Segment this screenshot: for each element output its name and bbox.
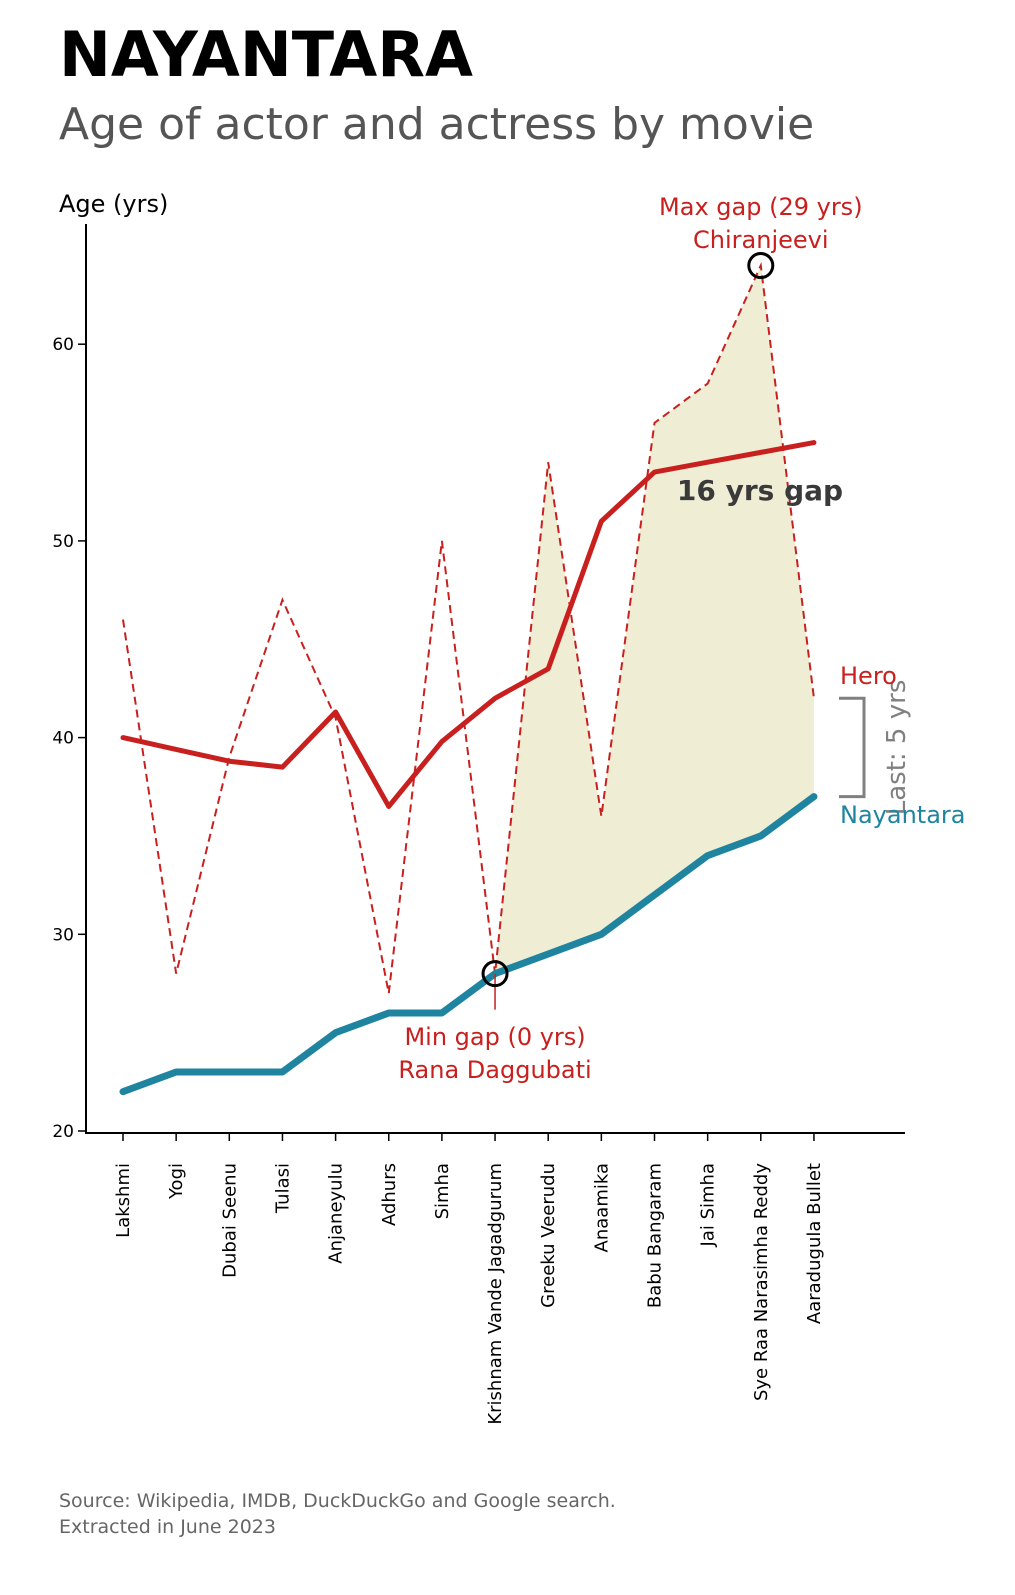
x-tick-label: Sye Raa Narasimha Reddy <box>751 1163 772 1401</box>
min-gap-actor: Rana Daggubati <box>398 1056 591 1084</box>
max-gap-actor: Chiranjeevi <box>693 226 829 254</box>
source-line-1: Source: Wikipedia, IMDB, DuckDuckGo and … <box>59 1490 616 1512</box>
max-gap-marker <box>747 252 775 280</box>
last-gap-label: Last: 5 yrs <box>882 680 912 816</box>
source-note: Source: Wikipedia, IMDB, DuckDuckGo and … <box>59 1488 616 1540</box>
hero-trend-line <box>120 440 817 809</box>
max-gap-label: Max gap (29 yrs) <box>659 193 863 221</box>
avg-gap-label: 16 yrs gap <box>677 474 843 507</box>
x-tick-label: Anaamika <box>591 1163 612 1252</box>
x-tick-label: Krishnam Vande Jagadgurum <box>485 1163 506 1425</box>
y-axis-label: Age (yrs) <box>59 190 168 218</box>
x-tick-label: Dubai Seenu <box>219 1163 240 1278</box>
y-tick-label: 40 <box>52 729 74 749</box>
x-tick-label: Lakshmi <box>113 1163 134 1238</box>
x-tick-label: Aaradugula Bullet <box>804 1163 825 1324</box>
nayantara-age-line <box>119 793 818 1096</box>
x-tick-label: Jai Simha <box>698 1163 719 1247</box>
x-tick-label: Tulasi <box>272 1163 293 1214</box>
source-line-2: Extracted in June 2023 <box>59 1516 276 1538</box>
x-tick-label: Simha <box>432 1163 453 1219</box>
y-tick-label: 50 <box>52 532 74 552</box>
hero-series-label: Hero <box>840 662 897 690</box>
y-tick-label: 20 <box>52 1122 74 1142</box>
min-gap-marker <box>481 960 509 988</box>
nayantara-series-label: Nayantara <box>840 801 965 829</box>
x-tick-label: Yogi <box>166 1163 187 1200</box>
x-tick-label: Babu Bangaram <box>645 1163 666 1308</box>
chart-title: NAYANTARA <box>59 18 473 91</box>
y-tick-label: 30 <box>52 925 74 945</box>
last-gap-bracket <box>839 696 866 799</box>
gap-area <box>495 265 814 974</box>
x-tick-label: Greeku Veerudu <box>538 1163 559 1308</box>
chart-subtitle: Age of actor and actress by movie <box>59 99 815 150</box>
y-tick-label: 60 <box>52 335 74 355</box>
x-tick-label: Anjaneyulu <box>326 1163 347 1264</box>
hero-age-line <box>122 261 815 994</box>
x-tick-label: Adhurs <box>379 1163 400 1226</box>
min-gap-label: Min gap (0 yrs) <box>404 1023 585 1051</box>
